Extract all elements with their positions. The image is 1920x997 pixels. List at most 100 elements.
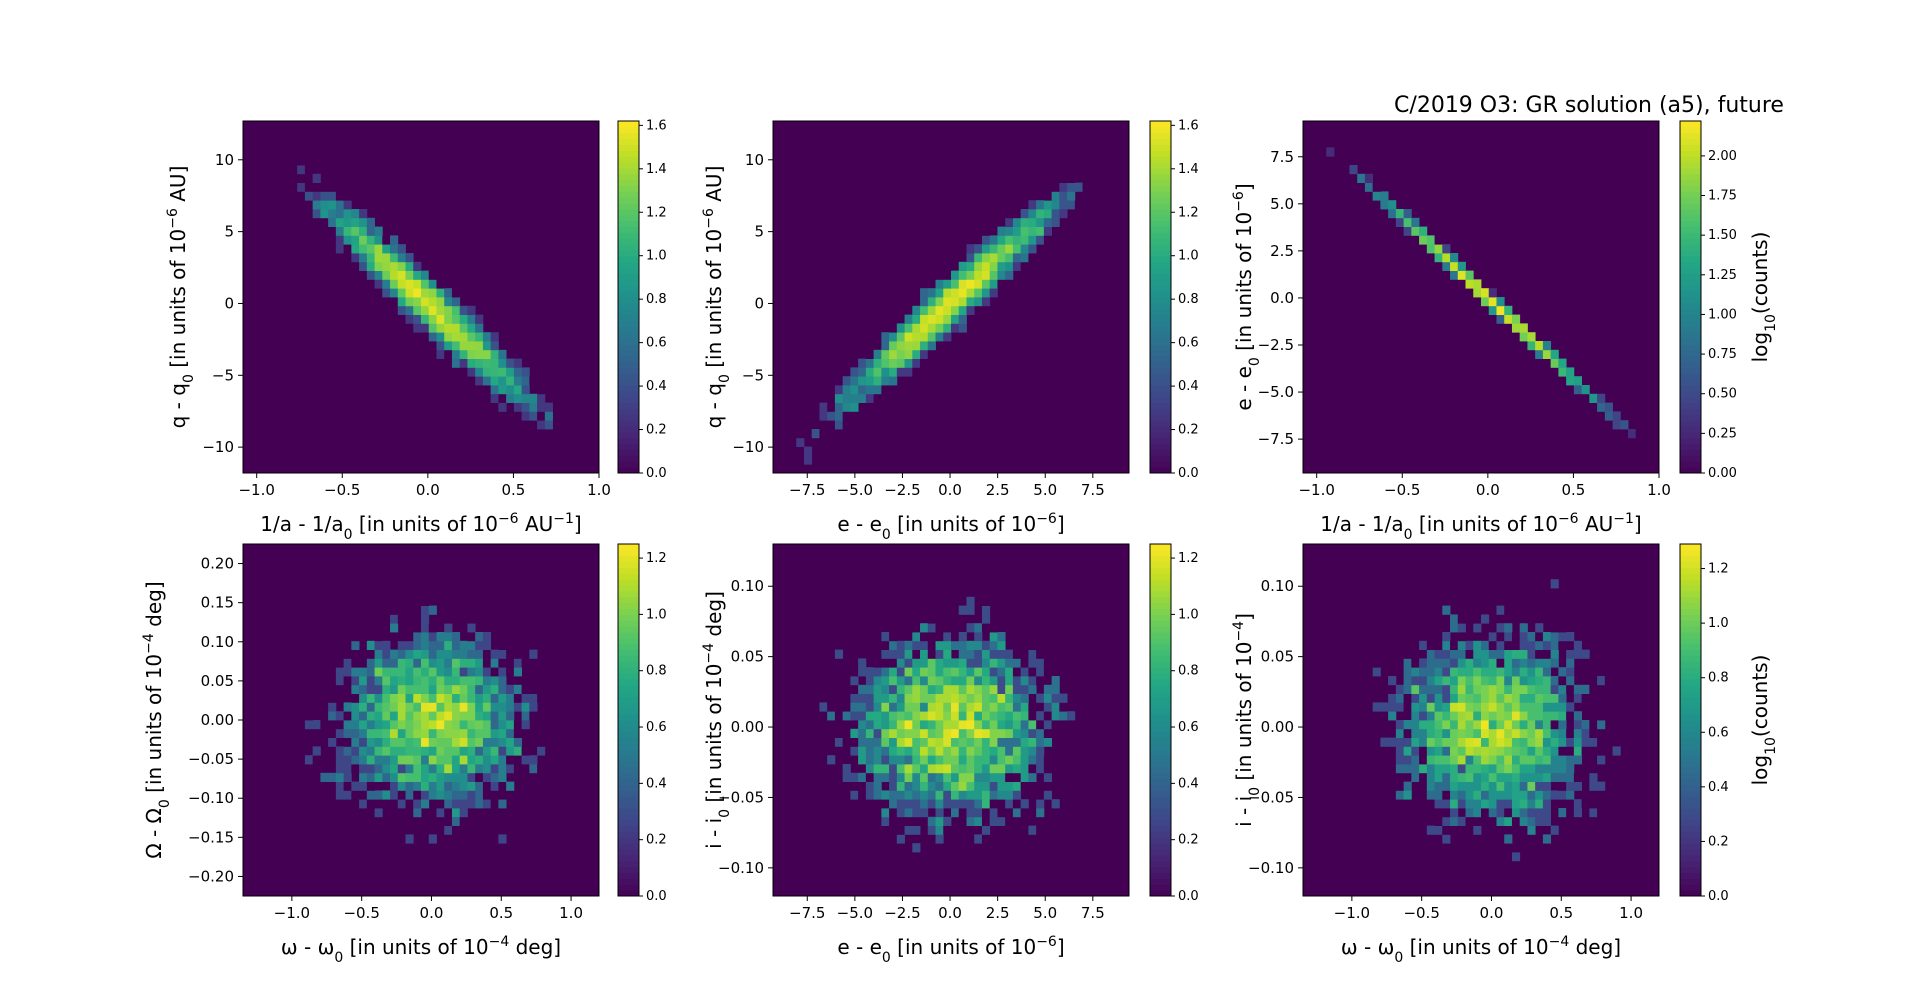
hexbin-cell: [451, 323, 461, 333]
hexbin-cell: [374, 279, 383, 289]
hexbin-cell: [989, 772, 998, 782]
hexbin-cell: [359, 605, 368, 615]
hexbin-cell: [1566, 367, 1575, 377]
hexbin-cell: [1005, 676, 1014, 686]
hexbin-cell: [951, 305, 960, 315]
hexbin-cell: [834, 393, 844, 403]
hexbin-cell: [1020, 764, 1029, 774]
colorbar-segment: [1150, 720, 1171, 727]
hexbin-cell: [1028, 235, 1037, 245]
hexbin-cell: [444, 305, 453, 315]
colorbar-segment: [618, 437, 639, 445]
hexbin-cell: [320, 720, 329, 730]
hexbin-cell: [521, 781, 530, 791]
hexbin-cell: [904, 358, 913, 368]
hexbin-cell: [343, 200, 352, 210]
hexbin-cell: [842, 693, 851, 703]
hexbin-cell: [966, 808, 975, 818]
hexbin-cell: [904, 323, 913, 333]
hexbin-cell: [421, 799, 430, 809]
hexbin-cell: [467, 764, 476, 774]
colorbar-segment: [618, 860, 639, 868]
hexbin-cell: [413, 746, 422, 756]
y-tick-label: −5: [742, 366, 764, 384]
hexbin-cell: [935, 314, 944, 324]
hexbin-cell: [904, 667, 913, 677]
hexbin-cell: [467, 790, 476, 800]
hexbin-cell: [981, 825, 991, 835]
hexbin-cell: [1465, 640, 1474, 650]
x-tick-label: 1.0: [1619, 904, 1643, 922]
panel-bottom-left: −1.0 −0.5 0.0 0.5 1.0−0.20−0.15−0.10−0.050.0…: [141, 543, 667, 966]
hexbin-cell: [1511, 314, 1521, 324]
hexbin-cell: [1488, 737, 1497, 747]
hexbin-cell: [1488, 623, 1497, 633]
hexbin-cell: [444, 288, 453, 298]
hexbin-cell: [413, 702, 422, 712]
colorbar-segment: [618, 778, 639, 786]
hexbin-cell: [920, 790, 929, 800]
hexbin-cell: [428, 605, 437, 615]
hexbin-cell: [1411, 737, 1420, 747]
colorbar-tick-label: 0.0: [646, 466, 667, 481]
hexbin-cell: [451, 808, 461, 818]
hexbin-cell: [482, 711, 492, 721]
colorbar-segment: [618, 343, 639, 351]
x-tick-label: −0.5: [1403, 904, 1439, 922]
hexbin-cell: [935, 270, 944, 280]
hexbin-cell: [1442, 244, 1451, 254]
hexbin-cell: [1488, 649, 1497, 659]
hexbin-cell: [1403, 737, 1412, 747]
hexbin-cell: [943, 288, 952, 298]
hexbin-cell: [943, 279, 952, 289]
colorbar-segment: [618, 890, 639, 897]
hexbin-cell: [243, 121, 252, 131]
y-tick-label: −2.5: [1258, 336, 1294, 354]
hexbin-cell: [490, 711, 499, 721]
hexbin-cell: [1481, 764, 1490, 774]
hexbin-cell: [1519, 790, 1528, 800]
hexbin-cell: [1074, 772, 1083, 782]
colorbar-segment: [1150, 796, 1171, 803]
hexbin-cell: [1597, 737, 1606, 747]
hexbin-cell: [475, 720, 484, 730]
hexbin-cell: [521, 728, 530, 738]
hexbin-cell: [1566, 737, 1575, 747]
hexbin-cell: [1059, 764, 1068, 774]
hexbin-cell: [459, 341, 468, 351]
hexbin-cell: [989, 253, 998, 263]
hexbin-cell: [1573, 755, 1583, 765]
hexbin-cell: [912, 816, 921, 826]
hexbin-cell: [382, 702, 391, 712]
colorbar-segment: [1680, 761, 1701, 768]
hexbin-cell: [1535, 693, 1544, 703]
hexbin-cell: [351, 764, 360, 774]
colorbar-tick-label: 0.00: [1708, 466, 1737, 481]
hexbin-cell: [904, 649, 913, 659]
hexbin-cell: [436, 649, 445, 659]
hexbin-cell: [1005, 693, 1014, 703]
colorbar-segment: [1680, 261, 1701, 269]
hexbin-cell: [865, 411, 875, 421]
hexbin-cell: [366, 261, 375, 271]
hexbin-cell: [374, 834, 383, 844]
hexbin-cell: [273, 165, 283, 175]
hexbin-cell: [1411, 693, 1420, 703]
hexbin-cell: [459, 720, 468, 730]
hexbin-cell: [935, 667, 944, 677]
hexbin-cell: [258, 755, 267, 765]
colorbar-segment: [618, 179, 639, 187]
hexbin-cell: [1372, 808, 1381, 818]
hexbin-cell: [1481, 746, 1490, 756]
hexbin-cell: [904, 799, 913, 809]
hexbin-cell: [896, 693, 905, 703]
colorbar-segment: [1150, 203, 1171, 210]
hexbin-cell: [1043, 191, 1053, 201]
hexbin-cell: [989, 808, 998, 818]
hexbin-cell: [405, 649, 414, 659]
colorbar-segment: [1150, 766, 1171, 774]
hexbin-cell: [842, 764, 851, 774]
hexbin-cell: [1496, 808, 1505, 818]
hexbin-cell: [904, 737, 913, 747]
hexbin-cell: [304, 200, 314, 210]
